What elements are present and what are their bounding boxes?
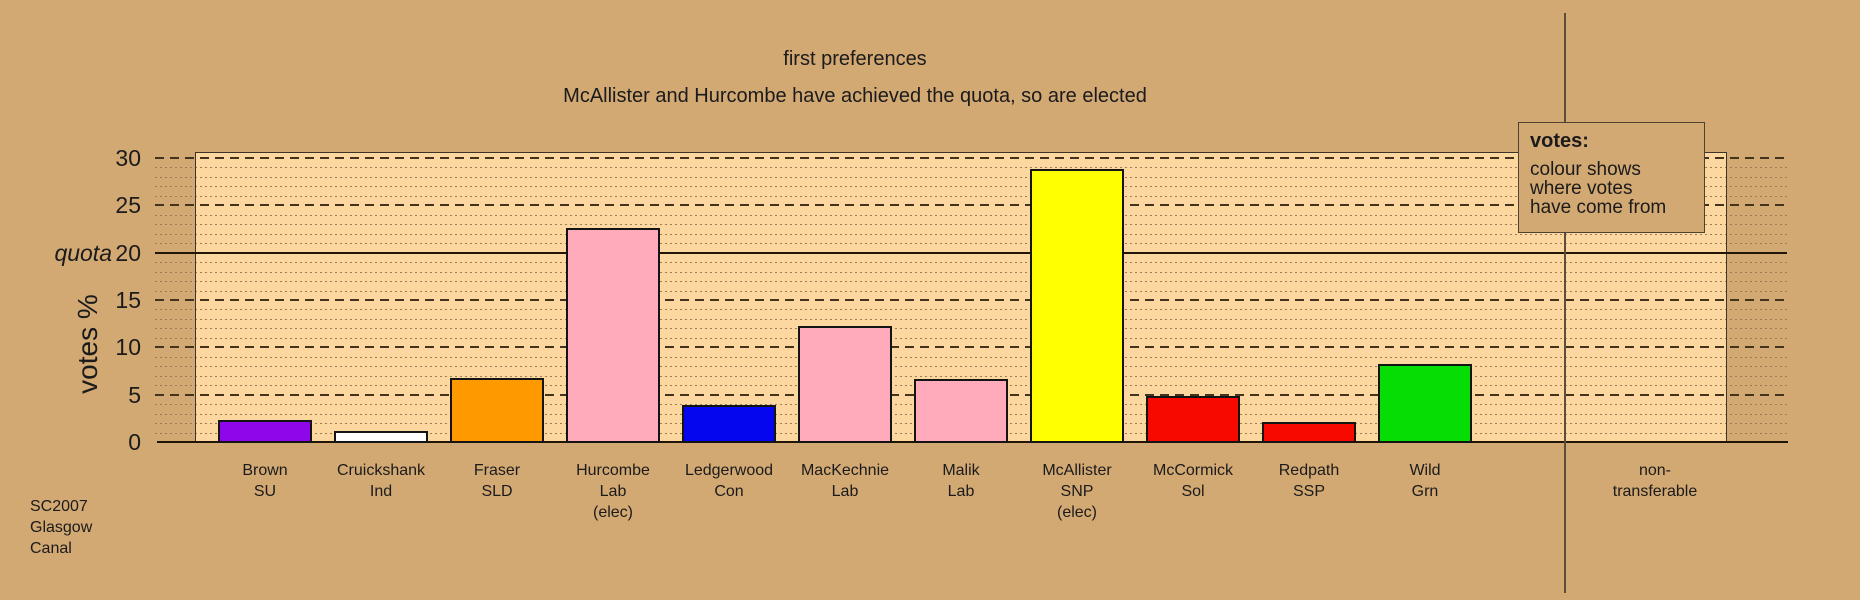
election-id-line: Glasgow [30,519,93,536]
gridline-minor [155,234,1787,235]
y-tick-label: 30 [115,145,141,171]
y-tick-label: 10 [115,334,141,360]
candidate-label-mackechnie: MacKechnie Lab [770,460,920,502]
candidate-label-line: (elec) [1056,504,1097,521]
non-transferable-label-line: non- [1638,462,1672,479]
candidate-label-line: SLD [481,483,513,500]
gridline-minor [155,366,1787,367]
bar-redpath [1262,422,1356,443]
candidate-label-line: Brown [242,462,288,479]
gridline-minor [155,262,1787,263]
legend-line: colour shows [1530,159,1641,180]
plot-area-border [195,152,1727,442]
legend-box: votes: colour shows where votes have com… [1518,122,1705,233]
candidate-label-fraser: Fraser SLD [422,460,572,502]
candidate-label-wild: Wild Grn [1350,460,1500,502]
gridline-minor [155,291,1787,292]
gridline-major [155,299,1787,301]
bar-mcallister [1030,169,1124,443]
gridline-minor [155,167,1787,168]
non-transferable-divider-line [1564,13,1566,593]
candidate-label-line: Con [714,483,744,500]
gridline-minor [155,196,1787,197]
election-id-text: SC2007 Glasgow Canal [30,496,92,559]
bar-fraser [450,378,544,443]
candidate-label-line: SSP [1292,483,1325,500]
bar-mccormick [1146,396,1240,443]
gridline-major [155,204,1787,206]
candidate-label-line: SNP [1060,483,1094,500]
bar-malik [914,379,1008,443]
election-id-line: Canal [30,540,72,557]
candidate-label-mccormick: McCormick Sol [1118,460,1268,502]
candidate-label-ledgerwood: Ledgerwood Con [654,460,804,502]
non-transferable-label-line: transferable [1612,483,1698,500]
candidate-label-line: Lab [831,483,859,500]
candidate-label-line: Hurcombe [576,462,650,479]
candidate-label-line: Malik [942,462,980,479]
candidate-label-line: (elec) [592,504,633,521]
bar-cruickshank [334,431,428,443]
legend-line: have come from [1530,197,1667,218]
gridline-minor [155,338,1787,339]
y-tick-label: 20 [115,240,141,266]
gridline-minor [155,272,1787,273]
bar-mackechnie [798,326,892,443]
candidate-label-line: Lab [599,483,627,500]
gridline-minor [155,215,1787,216]
candidate-label-brown: Brown SU [190,460,340,502]
gridline-minor [155,186,1787,187]
candidate-label-redpath: Redpath SSP [1234,460,1384,502]
candidate-label-mcallister: McAllister SNP (elec) [1002,460,1152,523]
gridline-minor [155,309,1787,310]
chart-title: first preferences [783,48,927,70]
gridline-minor [155,376,1787,377]
y-tick-label: 25 [115,192,141,218]
gridline-minor [155,357,1787,358]
candidate-label-line: MacKechnie [800,462,890,479]
candidate-label-line: Grn [1411,483,1439,500]
candidate-label-hurcombe: Hurcombe Lab (elec) [538,460,688,523]
gridline-major [155,157,1787,159]
gridline-minor [155,177,1787,178]
candidate-label-line: Cruickshank [336,462,426,479]
bar-wild [1378,364,1472,443]
candidate-label-line: Fraser [473,462,521,479]
chart-subtitle: McAllister and Hurcombe have achieved th… [563,85,1147,107]
y-tick-label: 15 [115,287,141,313]
candidate-label-line: Redpath [1278,462,1340,479]
gridline-minor [155,319,1787,320]
y-tick-label: 5 [128,382,141,408]
candidate-label-line: Wild [1409,462,1441,479]
candidate-label-line: McCormick [1153,462,1233,479]
candidate-label-line: SU [253,483,277,500]
candidate-label-line: Lab [947,483,975,500]
gridline-major [155,346,1787,348]
quota-label: quota [54,240,112,266]
gridline-minor [155,281,1787,282]
bar-hurcombe [566,228,660,443]
non-transferable-label: non- transferable [1580,460,1730,502]
bar-ledgerwood [682,405,776,443]
quota-line [155,252,1787,254]
candidate-label-line: McAllister [1042,462,1112,479]
legend-heading: votes: [1530,130,1589,152]
election-id-line: SC2007 [30,498,88,515]
candidate-label-line: Sol [1181,483,1205,500]
gridline-minor [155,224,1787,225]
gridline-minor [155,243,1787,244]
gridline-minor [155,328,1787,329]
bar-brown [218,420,312,443]
candidate-label-line: Ind [369,483,393,500]
legend-line: where votes [1530,178,1633,199]
candidate-label-line: Ledgerwood [684,462,774,479]
candidate-label-malik: Malik Lab [886,460,1036,502]
candidate-label-cruickshank: Cruickshank Ind [306,460,456,502]
y-tick-label: 0 [128,429,141,455]
